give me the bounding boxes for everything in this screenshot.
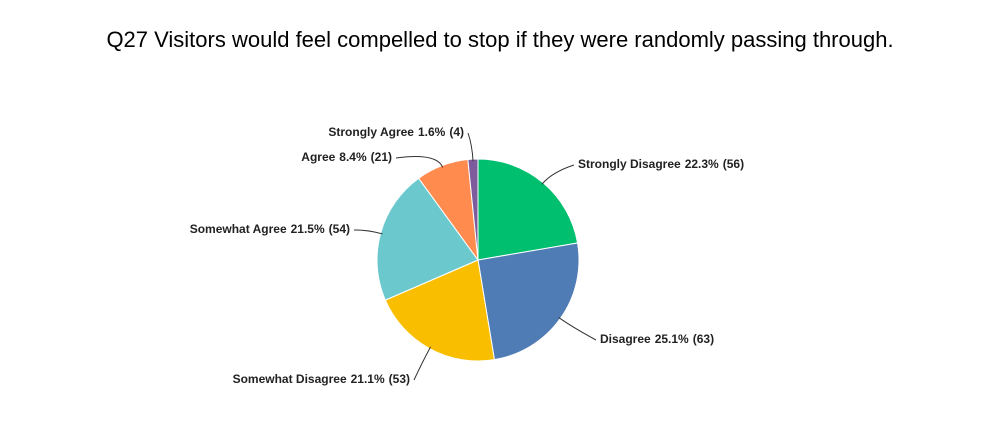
count-label: (63) xyxy=(693,332,714,346)
category-label: Strongly Agree xyxy=(328,125,414,139)
slice-label: Disagree 25.1% (63) xyxy=(600,332,714,346)
value-label: 22.3% xyxy=(685,157,719,171)
leader-line xyxy=(467,132,474,162)
pie-slice xyxy=(477,242,580,361)
slice-label: Agree 8.4% (21) xyxy=(301,150,392,164)
category-label: Agree xyxy=(301,150,335,164)
value-label: 21.5% xyxy=(291,222,325,236)
leader-line xyxy=(395,156,444,168)
category-label: Disagree xyxy=(600,332,651,346)
value-label: 25.1% xyxy=(655,332,689,346)
value-label: 21.1% xyxy=(351,372,385,386)
count-label: (56) xyxy=(723,157,744,171)
slice-label: Strongly Disagree 22.3% (56) xyxy=(578,157,744,171)
slice-label: Strongly Agree 1.6% (4) xyxy=(328,125,464,139)
chart-title: Q27 Visitors would feel compelled to sto… xyxy=(106,27,893,52)
value-label: 8.4% xyxy=(339,150,367,164)
count-label: (4) xyxy=(449,125,464,139)
pie xyxy=(376,158,580,362)
category-label: Somewhat Agree xyxy=(190,222,287,236)
pie-labels: Strongly Disagree 22.3% (56) Disagree 25.1% (… xyxy=(190,125,744,386)
value-label: 1.6% xyxy=(418,125,446,139)
leader-line xyxy=(413,346,432,381)
category-label: Strongly Disagree xyxy=(578,157,681,171)
count-label: (54) xyxy=(329,222,350,236)
count-label: (53) xyxy=(389,372,410,386)
slice-label: Somewhat Agree 21.5% (54) xyxy=(190,222,350,236)
count-label: (21) xyxy=(371,150,392,164)
leader-line xyxy=(541,164,575,185)
category-label: Somewhat Disagree xyxy=(233,372,347,386)
slice-label: Somewhat Disagree 21.1% (53) xyxy=(233,372,410,386)
leader-line xyxy=(353,229,383,235)
pie-slice xyxy=(477,158,579,261)
leader-line xyxy=(558,317,597,341)
